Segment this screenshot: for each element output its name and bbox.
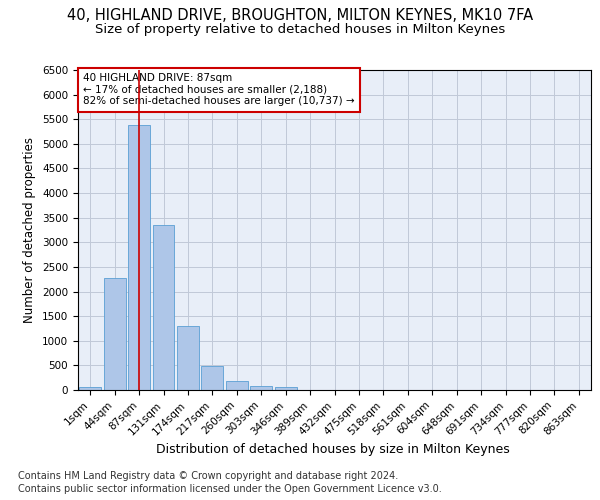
Bar bbox=[128, 125, 150, 390]
Text: Distribution of detached houses by size in Milton Keynes: Distribution of detached houses by size … bbox=[156, 442, 510, 456]
Text: Contains HM Land Registry data © Crown copyright and database right 2024.: Contains HM Land Registry data © Crown c… bbox=[18, 471, 398, 481]
Text: Contains public sector information licensed under the Open Government Licence v3: Contains public sector information licen… bbox=[18, 484, 442, 494]
Bar bbox=[226, 381, 248, 390]
Text: Size of property relative to detached houses in Milton Keynes: Size of property relative to detached ho… bbox=[95, 22, 505, 36]
Bar bbox=[177, 326, 199, 390]
Bar bbox=[79, 386, 101, 390]
Y-axis label: Number of detached properties: Number of detached properties bbox=[23, 137, 37, 323]
Bar bbox=[202, 366, 223, 390]
Text: 40, HIGHLAND DRIVE, BROUGHTON, MILTON KEYNES, MK10 7FA: 40, HIGHLAND DRIVE, BROUGHTON, MILTON KE… bbox=[67, 8, 533, 22]
Bar bbox=[104, 278, 125, 390]
Bar bbox=[250, 386, 272, 390]
Bar bbox=[275, 388, 296, 390]
Text: 40 HIGHLAND DRIVE: 87sqm
← 17% of detached houses are smaller (2,188)
82% of sem: 40 HIGHLAND DRIVE: 87sqm ← 17% of detach… bbox=[83, 73, 355, 106]
Bar bbox=[152, 224, 175, 390]
